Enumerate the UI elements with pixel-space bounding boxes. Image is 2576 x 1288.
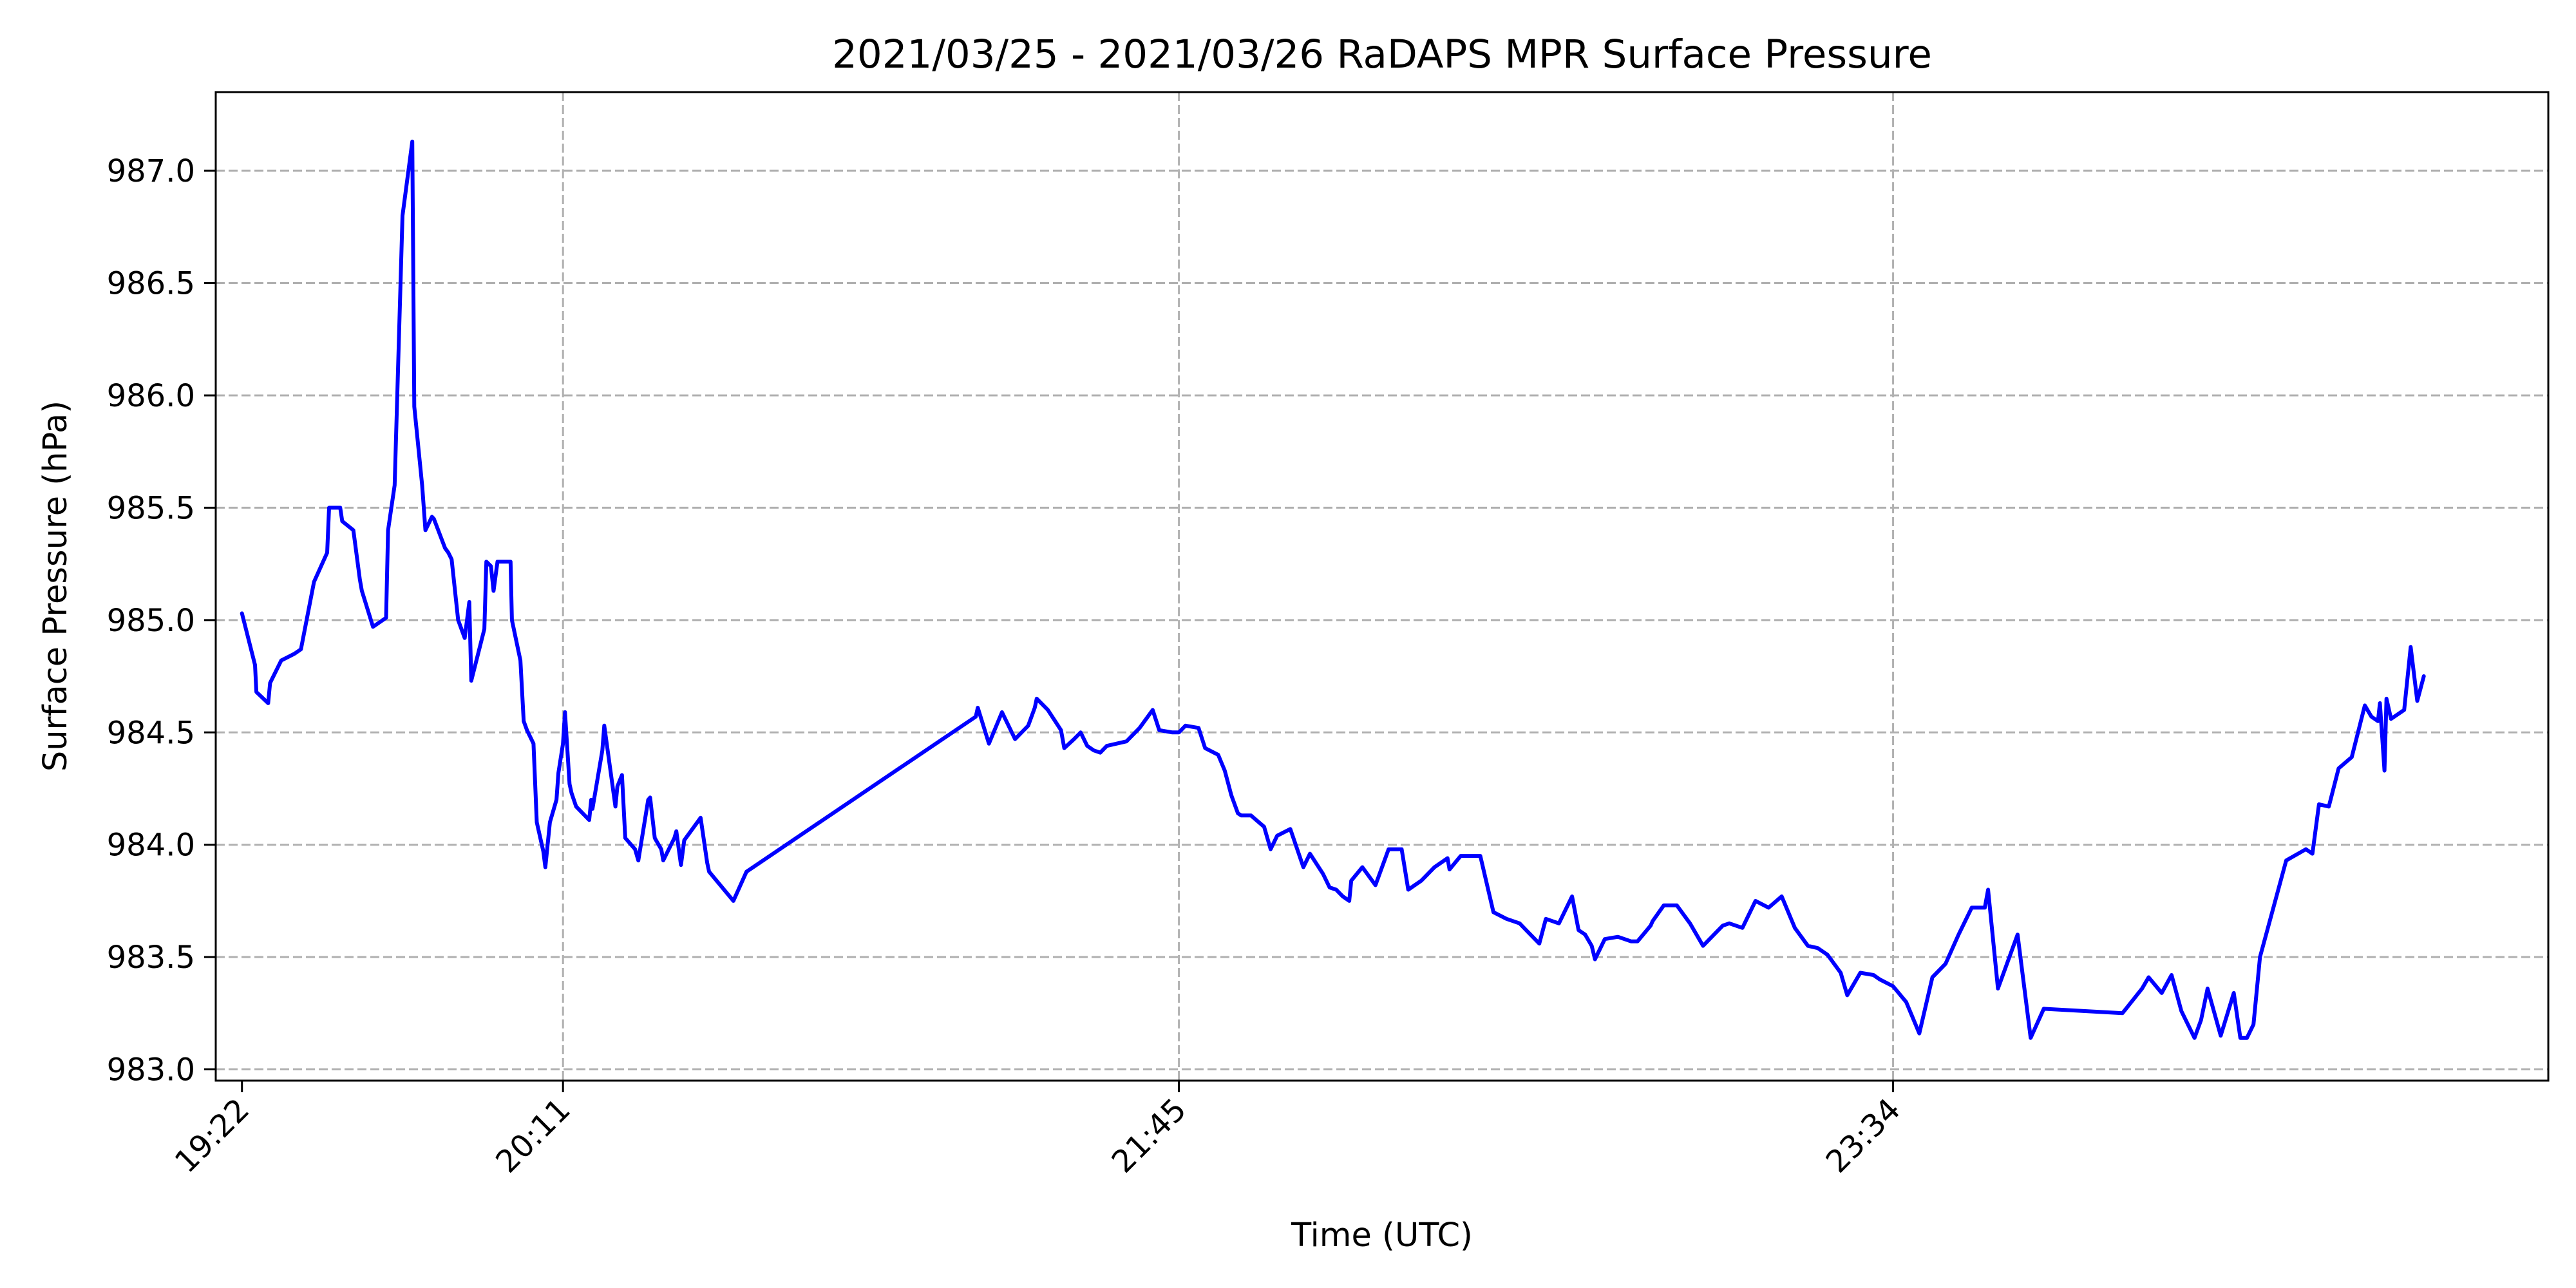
y-tick-label: 987.0 xyxy=(107,153,195,189)
x-gridlines xyxy=(562,92,1895,1081)
plot-frame xyxy=(214,91,2550,1082)
y-tick-label: 983.5 xyxy=(107,940,195,976)
y-axis-label: Surface Pressure (hPa) xyxy=(37,401,75,772)
y-tick-label: 985.0 xyxy=(107,603,195,639)
y-tick-label: 984.0 xyxy=(107,828,195,864)
x-axis-label: Time (UTC) xyxy=(1291,1217,1473,1255)
y-tick-label: 985.5 xyxy=(107,490,195,526)
y-tick-label: 984.5 xyxy=(107,715,195,751)
series-line-surface-pressure xyxy=(240,139,2426,1040)
y-axis-ticks: 983.0 983.5 984.0 984.5 985.0 985.5 986.0 986.5… xyxy=(107,153,216,1088)
y-tick-label: 986.5 xyxy=(107,266,195,302)
y-tick-label: 983.0 xyxy=(107,1052,195,1088)
chart-title: 2021/03/25 - 2021/03/26 RaDAPS MPR Surfa… xyxy=(832,32,1932,77)
y-tick-label: 986.0 xyxy=(107,378,195,414)
